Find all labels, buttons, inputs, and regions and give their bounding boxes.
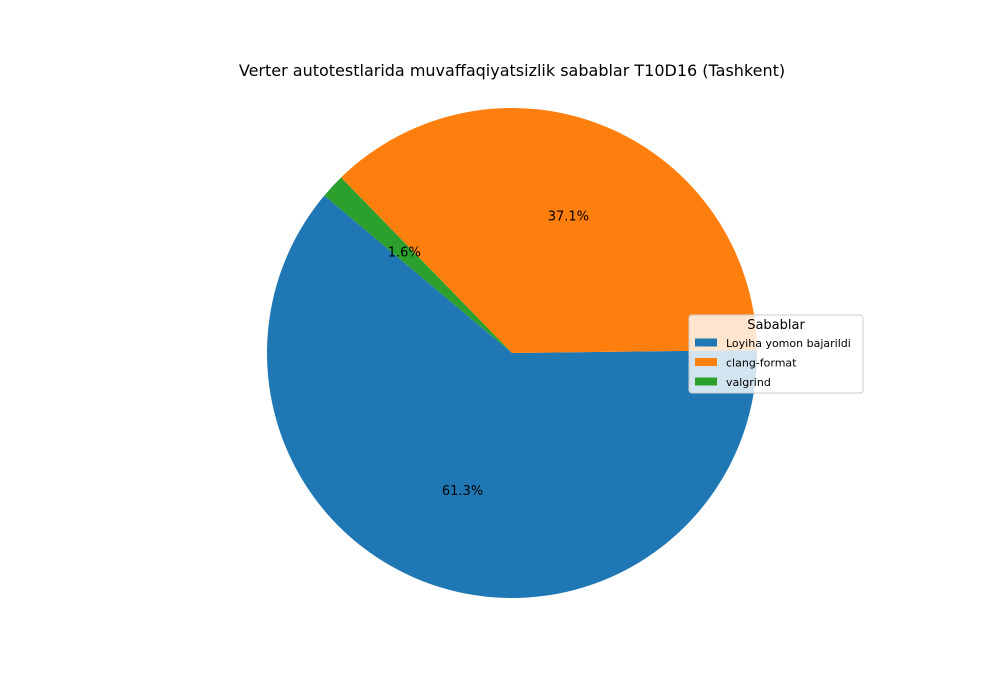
legend-title: Sabablar	[747, 318, 805, 333]
legend-items: Loyiha yomon bajarildi clang-format valgri…	[695, 337, 851, 389]
pie-label-valgrind: 1.6%	[388, 245, 421, 260]
chart-title: Verter autotestlarida muvaffaqiyatsizlik…	[239, 61, 785, 80]
legend-label-loyiha-yomon-bajarildi: Loyiha yomon bajarildi	[726, 337, 851, 350]
pie-percent-labels: 61.3% 37.1% 1.6%	[388, 210, 589, 499]
legend-swatch-loyiha-yomon-bajarildi	[695, 338, 717, 347]
legend-box	[688, 314, 864, 394]
legend-label-clang-format: clang-format	[726, 357, 797, 370]
pie-slice-clang-format	[341, 107, 757, 353]
pie-slice-loyiha-yomon-bajarildi	[267, 195, 757, 598]
pie-label-loyiha-yomon-bajarildi: 61.3%	[442, 484, 483, 499]
pie-slice-valgrind	[324, 177, 512, 353]
legend-swatch-valgrind	[695, 377, 717, 386]
legend-label-valgrind: valgrind	[726, 376, 771, 389]
legend: Sabablar Loyiha yomon bajarildi clang-for…	[688, 314, 864, 394]
pie-label-clang-format: 37.1%	[548, 210, 589, 225]
pie-slices	[267, 107, 757, 598]
legend-swatch-clang-format	[695, 358, 717, 366]
